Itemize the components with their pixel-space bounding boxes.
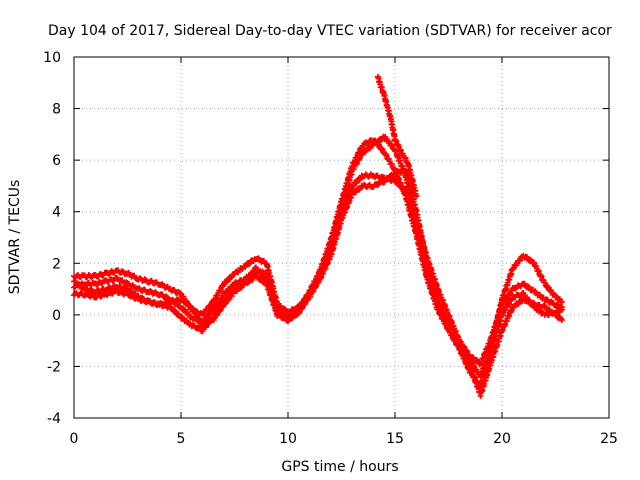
chart-title: Day 104 of 2017, Sidereal Day-to-day VTE… <box>48 23 612 39</box>
y-tick-label: -2 <box>47 359 61 375</box>
data-point-markers <box>374 73 420 200</box>
y-tick-label: 0 <box>52 308 61 324</box>
x-tick-label: 25 <box>600 431 618 447</box>
data-marks <box>71 73 565 399</box>
x-tick-label: 5 <box>177 431 186 447</box>
x-tick-label: 20 <box>493 431 511 447</box>
data-point-markers <box>71 133 565 381</box>
series-trace-4 <box>71 133 565 381</box>
y-tick-label: 4 <box>52 205 61 221</box>
x-tick-label: 10 <box>279 431 297 447</box>
y-axis-label: SDTVAR / TECUs <box>7 180 23 295</box>
x-tick-label: 0 <box>70 431 79 447</box>
y-tick-label: 6 <box>52 153 61 169</box>
y-tick-label: 10 <box>43 50 61 66</box>
y-tick-label: -4 <box>47 411 61 427</box>
plot-frame <box>73 56 610 419</box>
x-axis-label: GPS time / hours <box>281 459 398 475</box>
x-tick-label: 15 <box>386 431 404 447</box>
series-trace-5 <box>374 73 420 200</box>
grid <box>74 57 609 418</box>
y-tick-label: 2 <box>52 256 61 272</box>
y-tick-label: 8 <box>52 102 61 118</box>
ticks: 0 5 10 15 20 25 -4 -2 0 2 4 6 8 10 <box>43 50 618 447</box>
